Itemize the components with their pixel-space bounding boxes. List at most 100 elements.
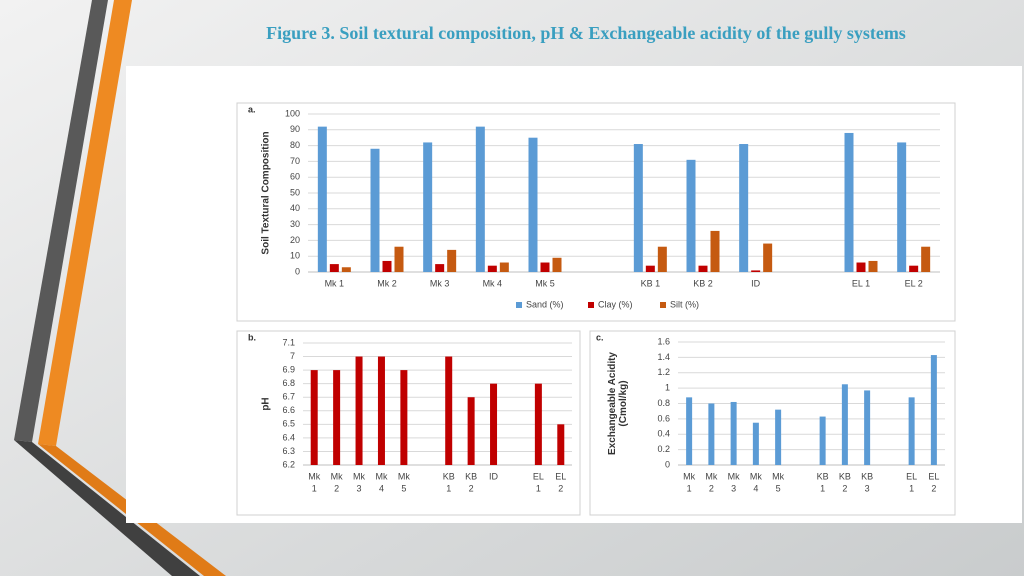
x-tick-label: EL 1 xyxy=(852,278,870,288)
bar xyxy=(370,148,380,272)
x-tick-label: 2 xyxy=(469,483,474,493)
bar xyxy=(645,265,655,272)
bar xyxy=(752,422,759,465)
y-axis-label: Exchangeable Acidity xyxy=(607,352,618,455)
y-tick-label: 6.9 xyxy=(282,364,295,374)
y-tick-label: 6.2 xyxy=(282,459,295,469)
bar xyxy=(528,137,538,272)
y-tick-label: 1.2 xyxy=(657,367,670,377)
bar xyxy=(864,390,871,465)
y-tick-label: 50 xyxy=(290,187,300,197)
bar xyxy=(435,264,445,272)
bar xyxy=(445,356,453,465)
bar xyxy=(423,142,433,272)
x-tick-label: 1 xyxy=(909,483,914,493)
bar xyxy=(763,243,773,272)
bar xyxy=(633,144,643,272)
x-tick-label: KB 2 xyxy=(693,278,713,288)
x-tick-label: Mk 2 xyxy=(377,278,397,288)
y-tick-label: 1.6 xyxy=(657,336,670,346)
bar xyxy=(921,246,931,272)
y-tick-label: 6.6 xyxy=(282,405,295,415)
y-tick-label: 90 xyxy=(290,124,300,134)
bar xyxy=(400,370,408,465)
x-tick-label: 1 xyxy=(312,483,317,493)
x-tick-label: 5 xyxy=(401,483,406,493)
x-tick-label: 2 xyxy=(558,483,563,493)
x-tick-label: Mk xyxy=(705,471,717,481)
y-tick-label: 7 xyxy=(290,351,295,361)
x-tick-label: KB xyxy=(861,471,873,481)
bar xyxy=(382,260,392,272)
bar xyxy=(487,265,497,272)
x-tick-label: 3 xyxy=(357,483,362,493)
bar xyxy=(844,132,854,272)
bar xyxy=(540,262,550,272)
x-tick-label: Mk xyxy=(308,471,320,481)
y-tick-label: 6.3 xyxy=(282,446,295,456)
legend-label: Clay (%) xyxy=(598,299,633,309)
x-tick-label: 5 xyxy=(776,483,781,493)
bar xyxy=(552,257,562,272)
bar xyxy=(868,260,878,272)
y-tick-label: 0.8 xyxy=(657,398,670,408)
bar xyxy=(657,246,667,272)
x-tick-label: 1 xyxy=(687,483,692,493)
bar xyxy=(475,126,485,272)
x-tick-label: 3 xyxy=(865,483,870,493)
legend-swatch xyxy=(516,302,522,308)
x-tick-label: Mk xyxy=(683,471,695,481)
y-axis-label: (Cmol/kg) xyxy=(618,380,629,426)
y-tick-label: 7.1 xyxy=(282,337,295,347)
slide-title: Figure 3. Soil textural composition, pH … xyxy=(266,23,906,43)
x-tick-label: EL 2 xyxy=(905,278,923,288)
bar xyxy=(333,370,341,465)
bar xyxy=(686,159,696,272)
y-tick-label: 60 xyxy=(290,172,300,182)
bar xyxy=(686,397,693,465)
y-axis-label: Soil Textural Composition xyxy=(261,131,272,254)
y-tick-label: 6.8 xyxy=(282,378,295,388)
panel-label: a. xyxy=(248,104,256,114)
bar xyxy=(730,401,737,465)
x-tick-label: 4 xyxy=(379,483,384,493)
x-tick-label: KB xyxy=(443,471,455,481)
bar xyxy=(499,262,509,272)
x-tick-label: Mk xyxy=(750,471,762,481)
bar xyxy=(329,264,339,272)
y-tick-label: 0 xyxy=(665,459,670,469)
bar xyxy=(897,142,907,272)
x-tick-label: 2 xyxy=(931,483,936,493)
x-tick-label: KB 1 xyxy=(641,278,661,288)
bar xyxy=(908,397,915,465)
x-tick-label: Mk xyxy=(728,471,740,481)
x-tick-label: 1 xyxy=(446,483,451,493)
bar xyxy=(394,246,404,272)
bar xyxy=(775,409,782,465)
x-tick-label: Mk 5 xyxy=(535,278,555,288)
y-tick-label: 0.4 xyxy=(657,429,670,439)
bar xyxy=(841,384,848,465)
bar xyxy=(708,403,715,465)
y-tick-label: 1 xyxy=(665,383,670,393)
x-tick-label: Mk 4 xyxy=(483,278,503,288)
x-tick-label: KB xyxy=(465,471,477,481)
x-tick-label: EL xyxy=(555,471,566,481)
x-tick-label: Mk xyxy=(398,471,410,481)
decor-stripe xyxy=(14,440,200,576)
legend-swatch xyxy=(660,302,666,308)
bar xyxy=(930,355,937,465)
panel-label: c. xyxy=(596,332,604,342)
x-tick-label: Mk 1 xyxy=(325,278,345,288)
x-tick-label: KB xyxy=(817,471,829,481)
y-tick-label: 100 xyxy=(285,108,300,118)
bar xyxy=(909,265,919,272)
bar xyxy=(377,356,385,465)
y-tick-label: 30 xyxy=(290,219,300,229)
decor-stripe xyxy=(14,0,108,442)
x-tick-label: Mk xyxy=(772,471,784,481)
legend-swatch xyxy=(588,302,594,308)
bar xyxy=(310,370,318,465)
